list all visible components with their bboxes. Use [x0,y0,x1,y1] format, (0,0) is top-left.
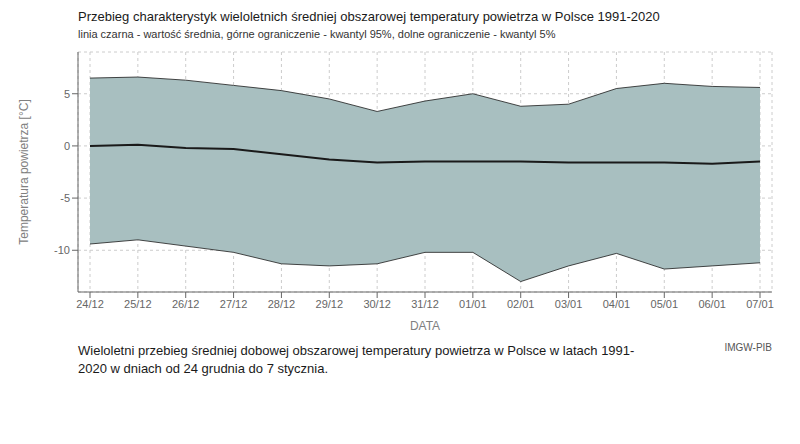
svg-text:25/12: 25/12 [124,298,152,310]
svg-text:26/12: 26/12 [172,298,200,310]
html-text:Wieloletni przebieg średniej d: Wieloletni przebieg średniej dobowej obs… [78,343,635,358]
html-text:Przebieg charakterystyk wielol: Przebieg charakterystyk wieloletnich śre… [78,9,660,24]
svg-text:Temperatura powietrza [°C]: Temperatura powietrza [°C] [17,99,31,245]
svg-text:0: 0 [64,140,70,152]
html-text:IMGW-PIB: IMGW-PIB [724,342,772,353]
svg-text:5: 5 [64,88,70,100]
svg-text:-10: -10 [54,244,70,256]
svg-text:30/12: 30/12 [363,298,391,310]
svg-text:28/12: 28/12 [268,298,296,310]
svg-text:03/01: 03/01 [555,298,583,310]
svg-text:06/01: 06/01 [698,298,726,310]
svg-text:27/12: 27/12 [220,298,248,310]
svg-text:04/01: 04/01 [603,298,631,310]
svg-text:02/01: 02/01 [507,298,535,310]
svg-text:DATA: DATA [410,319,440,333]
html-text:2020 w dniach od 24 grudnia do: 2020 w dniach od 24 grudnia do 7 styczni… [78,361,329,376]
html-text:linia czarna - wartość średnia: linia czarna - wartość średnia, górne og… [78,28,556,40]
svg-text:24/12: 24/12 [76,298,104,310]
svg-text:29/12: 29/12 [316,298,344,310]
svg-text:01/01: 01/01 [459,298,487,310]
svg-text:-5: -5 [60,192,70,204]
svg-text:31/12: 31/12 [411,298,439,310]
svg-text:05/01: 05/01 [651,298,679,310]
svg-text:07/01: 07/01 [746,298,774,310]
